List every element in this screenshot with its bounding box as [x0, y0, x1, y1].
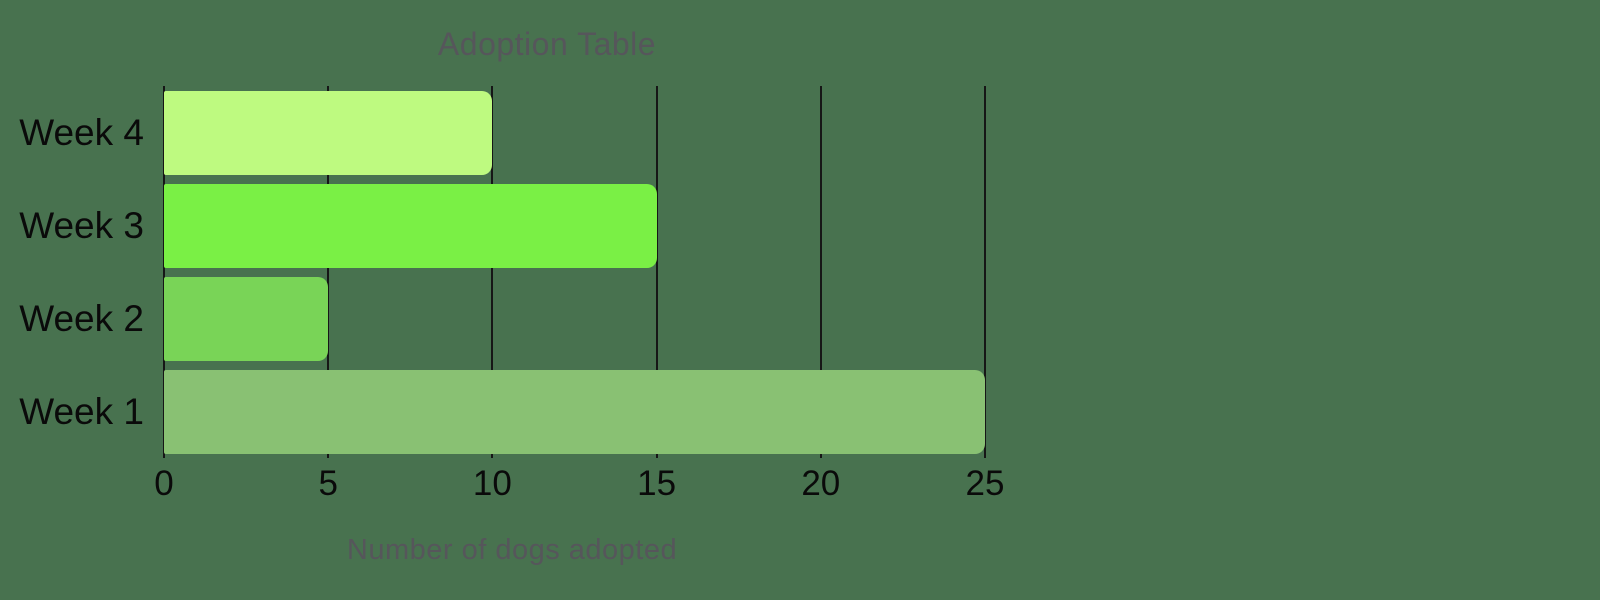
y-tick-label: Week 1: [19, 390, 144, 432]
x-tick-label: 10: [472, 464, 512, 503]
bar-week-1: [164, 369, 985, 454]
plot-area: [163, 86, 986, 458]
x-tick-label: 0: [154, 464, 174, 503]
bar-week-4: [164, 90, 493, 175]
y-axis-labels: Week 4 Week 3 Week 2 Week 1: [0, 86, 144, 458]
x-tick-label: 5: [318, 464, 338, 503]
gridline: [327, 86, 330, 458]
bar-week-3: [164, 183, 657, 268]
gridline: [984, 86, 986, 458]
y-tick-label: Week 2: [19, 297, 144, 339]
x-tick-label: 20: [801, 464, 841, 503]
gridline: [655, 86, 658, 458]
gridline: [491, 86, 494, 458]
bar-week-2: [164, 276, 329, 361]
chart-title: Adoption Table: [437, 26, 657, 62]
gridline: [163, 86, 165, 458]
x-tick-label: 25: [965, 464, 1005, 503]
gridline: [819, 86, 822, 458]
y-tick-label: Week 4: [19, 111, 144, 153]
x-tick-label: 15: [637, 464, 677, 503]
x-axis-label: Number of dogs adopted: [346, 534, 678, 566]
y-tick-label: Week 3: [19, 204, 144, 246]
